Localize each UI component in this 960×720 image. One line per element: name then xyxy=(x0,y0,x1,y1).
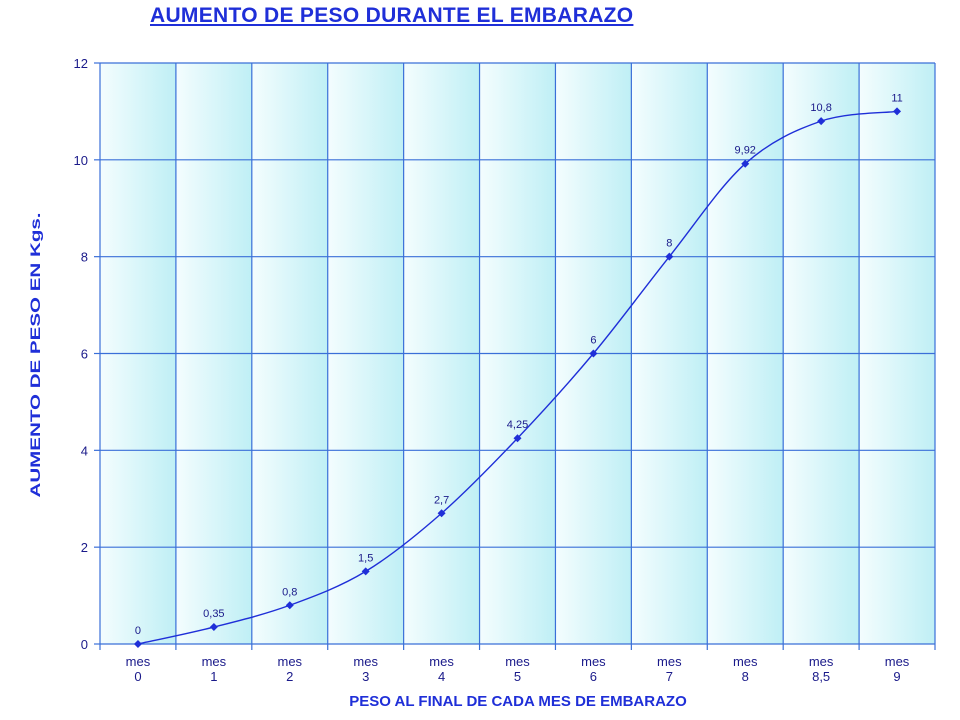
data-point-marker xyxy=(209,623,218,632)
x-tick-label: mes xyxy=(885,654,910,669)
y-tick-label: 8 xyxy=(81,250,88,265)
y-tick-label: 4 xyxy=(81,443,88,458)
data-point-marker xyxy=(513,434,522,443)
x-axis-title: PESO AL FINAL DE CADA MES DE EMBARAZO xyxy=(349,693,687,710)
x-tick-label: 3 xyxy=(362,669,369,684)
data-point-marker xyxy=(817,117,826,126)
data-label: 11 xyxy=(891,92,902,104)
data-point-marker xyxy=(665,252,674,261)
chart-title: AUMENTO DE PESO DURANTE EL EMBARAZO xyxy=(150,4,634,27)
y-tick-label: 6 xyxy=(81,347,88,362)
x-tick-label: mes xyxy=(202,654,227,669)
gridlines xyxy=(94,62,936,650)
series-path xyxy=(137,110,898,645)
y-tick-label: 2 xyxy=(81,540,88,555)
data-point-marker xyxy=(361,567,370,576)
data-point-marker xyxy=(133,640,142,648)
x-tick-label: 8 xyxy=(742,669,749,684)
x-tick-label: 4 xyxy=(438,669,445,684)
x-tick-label: 6 xyxy=(590,669,597,684)
x-tick-label: mes xyxy=(581,654,606,669)
data-label: 0,8 xyxy=(282,586,297,598)
data-point-marker xyxy=(893,107,902,116)
data-label: 8 xyxy=(666,238,672,250)
x-tick-label: 9 xyxy=(893,669,900,684)
series-line xyxy=(133,107,902,648)
x-tick-label: mes xyxy=(505,654,530,669)
x-tick-label: 2 xyxy=(286,669,293,684)
data-point-marker xyxy=(589,349,598,358)
data-label: 0 xyxy=(135,625,141,637)
data-label: 4,25 xyxy=(507,419,528,431)
y-axis-ticks: 0 2 4 6 8 10 12 xyxy=(74,56,88,652)
data-label: 10,8 xyxy=(810,102,831,114)
x-tick-label: mes xyxy=(657,654,682,669)
x-tick-label: mes xyxy=(353,654,378,669)
y-axis-title: AUMENTO DE PESO EN Kgs. xyxy=(27,213,43,498)
x-tick-label: mes xyxy=(733,654,758,669)
x-tick-label: 7 xyxy=(666,669,673,684)
x-tick-label: 5 xyxy=(514,669,521,684)
x-tick-label: mes xyxy=(809,654,834,669)
y-tick-label: 12 xyxy=(74,56,88,71)
x-tick-label: 8,5 xyxy=(812,669,830,684)
data-labels: 0 0,35 0,8 1,5 2,7 4,25 6 8 9,92 10,8 11 xyxy=(135,92,903,637)
data-label: 1,5 xyxy=(358,552,373,564)
x-tick-label: 0 xyxy=(134,669,141,684)
x-axis-ticks: mes0mes1mes2mes3mes4mes5mes6mes7mes8mes8… xyxy=(126,654,910,684)
data-point-marker xyxy=(437,509,446,518)
x-tick-label: mes xyxy=(277,654,302,669)
data-point-marker xyxy=(285,601,294,610)
x-tick-label: mes xyxy=(429,654,454,669)
data-label: 2,7 xyxy=(434,494,449,506)
data-label: 0,35 xyxy=(203,608,224,620)
y-tick-label: 10 xyxy=(74,153,88,168)
y-tick-label: 0 xyxy=(81,637,88,652)
x-tick-label: 1 xyxy=(210,669,217,684)
data-label: 9,92 xyxy=(735,145,756,157)
data-point-marker xyxy=(741,159,750,168)
x-tick-label: mes xyxy=(126,654,151,669)
data-label: 6 xyxy=(590,335,596,347)
